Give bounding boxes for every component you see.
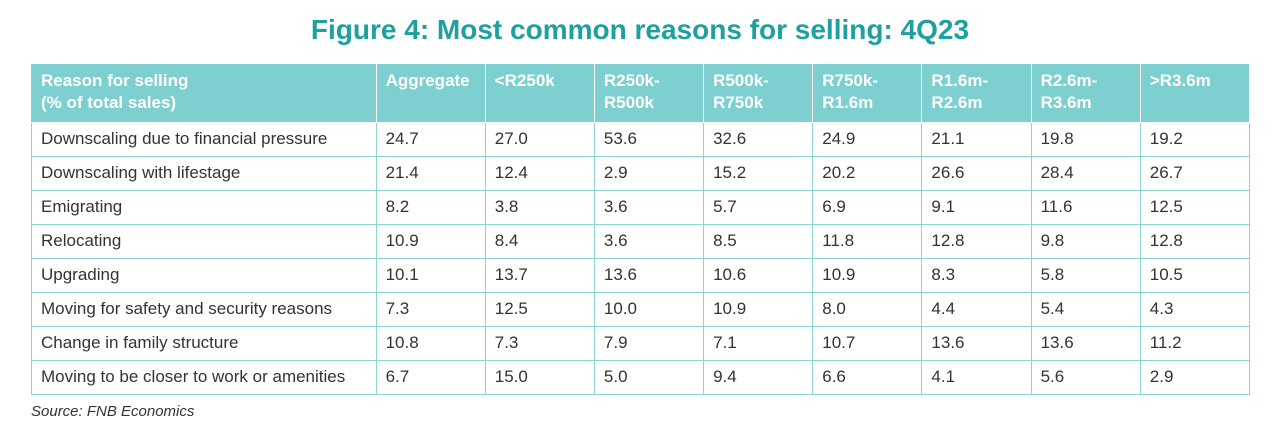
table-cell: 26.6 (921, 155, 1032, 191)
table-cell: 8.3 (921, 257, 1032, 293)
table-cell: 12.5 (484, 291, 595, 327)
table-body: Downscaling due to financial pressure 24.… (31, 121, 1251, 395)
row-label: Upgrading (31, 257, 377, 293)
table-cell: 12.8 (1139, 223, 1251, 259)
column-header: <R250k (484, 64, 595, 123)
table-cell: 19.8 (1030, 121, 1141, 157)
table-cell: 13.7 (484, 257, 595, 293)
table-cell: 26.7 (1139, 155, 1251, 191)
table-row: Downscaling with lifestage 21.4 12.4 2.9 15.… (31, 155, 1251, 191)
table-cell: 11.6 (1030, 189, 1141, 225)
table-cell: 9.8 (1030, 223, 1141, 259)
table-row: Downscaling due to financial pressure 24.… (31, 121, 1251, 157)
column-header: R500k- R750k (703, 64, 814, 123)
table-cell: 10.5 (1139, 257, 1251, 293)
table-cell: 2.9 (1139, 359, 1251, 395)
table-cell: 32.6 (703, 121, 814, 157)
table-cell: 19.2 (1139, 121, 1251, 157)
row-label: Emigrating (31, 189, 377, 225)
table-cell: 28.4 (1030, 155, 1141, 191)
table-cell: 4.3 (1139, 291, 1251, 327)
column-header: R250k- R500k (593, 64, 705, 123)
table-cell: 12.8 (921, 223, 1032, 259)
table-cell: 27.0 (484, 121, 595, 157)
table-row: Moving to be closer to work or amenities… (31, 359, 1251, 395)
table-cell: 6.6 (812, 359, 923, 395)
row-label: Moving for safety and security reasons (31, 291, 377, 327)
table-cell: 9.1 (921, 189, 1032, 225)
table-cell: 3.6 (593, 189, 705, 225)
table-row: Change in family structure 10.8 7.3 7.9 7.1 1… (31, 325, 1251, 361)
table-cell: 10.1 (375, 257, 486, 293)
table-cell: 15.0 (484, 359, 595, 395)
table-cell: 21.1 (921, 121, 1032, 157)
table-cell: 6.9 (812, 189, 923, 225)
table-cell: 10.8 (375, 325, 486, 361)
table-cell: 5.0 (593, 359, 705, 395)
table-cell: 8.2 (375, 189, 486, 225)
table-cell: 24.9 (812, 121, 923, 157)
row-label: Relocating (31, 223, 377, 259)
table-cell: 3.6 (593, 223, 705, 259)
table-cell: 10.9 (375, 223, 486, 259)
table-cell: 53.6 (593, 121, 705, 157)
table-cell: 4.4 (921, 291, 1032, 327)
table-cell: 10.9 (812, 257, 923, 293)
chart-title: Figure 4: Most common reasons for sellin… (310, 14, 970, 45)
table-cell: 9.4 (703, 359, 814, 395)
row-label: Downscaling with lifestage (31, 155, 377, 191)
table-cell: 3.8 (484, 189, 595, 225)
table-cell: 11.2 (1139, 325, 1251, 361)
table-cell: 13.6 (921, 325, 1032, 361)
table-cell: 5.8 (1030, 257, 1141, 293)
table-cell: 10.6 (703, 257, 814, 293)
table-cell: 5.6 (1030, 359, 1141, 395)
table-row: Relocating 10.9 8.4 3.6 8.5 11.8 12.8 9.8 12.8 (31, 223, 1251, 259)
table-cell: 2.9 (593, 155, 705, 191)
column-header: >R3.6m (1139, 64, 1251, 123)
column-header: Aggregate (375, 64, 486, 123)
table-cell: 24.7 (375, 121, 486, 157)
table-cell: 12.5 (1139, 189, 1251, 225)
table-cell: 7.3 (375, 291, 486, 327)
table-cell: 6.7 (375, 359, 486, 395)
table-row: Moving for safety and security reasons 7.… (31, 291, 1251, 327)
table-cell: 12.4 (484, 155, 595, 191)
table-cell: 11.8 (812, 223, 923, 259)
reasons-table: Reason for selling (% of total sales) Ag… (31, 64, 1251, 395)
table-cell: 8.4 (484, 223, 595, 259)
table-row: Emigrating 8.2 3.8 3.6 5.7 6.9 9.1 11.6 12.5 (31, 189, 1251, 225)
table-header-row: Reason for selling (% of total sales) Ag… (31, 64, 1251, 123)
table-cell: 21.4 (375, 155, 486, 191)
source-note: Source: FNB Economics (31, 403, 195, 420)
table-cell: 8.5 (703, 223, 814, 259)
row-label: Moving to be closer to work or amenities (31, 359, 377, 395)
column-header: R1.6m- R2.6m (921, 64, 1032, 123)
table-cell: 7.9 (593, 325, 705, 361)
table-cell: 5.7 (703, 189, 814, 225)
table-cell: 7.3 (484, 325, 595, 361)
table-row: Upgrading 10.1 13.7 13.6 10.6 10.9 8.3 5.8 10.5 (31, 257, 1251, 293)
table-cell: 7.1 (703, 325, 814, 361)
column-header: Reason for selling (% of total sales) (31, 64, 377, 123)
table-cell: 10.7 (812, 325, 923, 361)
table-cell: 5.4 (1030, 291, 1141, 327)
table-cell: 13.6 (593, 257, 705, 293)
table-cell: 10.0 (593, 291, 705, 327)
column-header: R2.6m- R3.6m (1030, 64, 1141, 123)
row-label: Change in family structure (31, 325, 377, 361)
table-cell: 4.1 (921, 359, 1032, 395)
column-header: R750k- R1.6m (812, 64, 923, 123)
table-cell: 13.6 (1030, 325, 1141, 361)
row-label: Downscaling due to financial pressure (31, 121, 377, 157)
table-cell: 8.0 (812, 291, 923, 327)
table-cell: 20.2 (812, 155, 923, 191)
table-cell: 10.9 (703, 291, 814, 327)
table-cell: 15.2 (703, 155, 814, 191)
